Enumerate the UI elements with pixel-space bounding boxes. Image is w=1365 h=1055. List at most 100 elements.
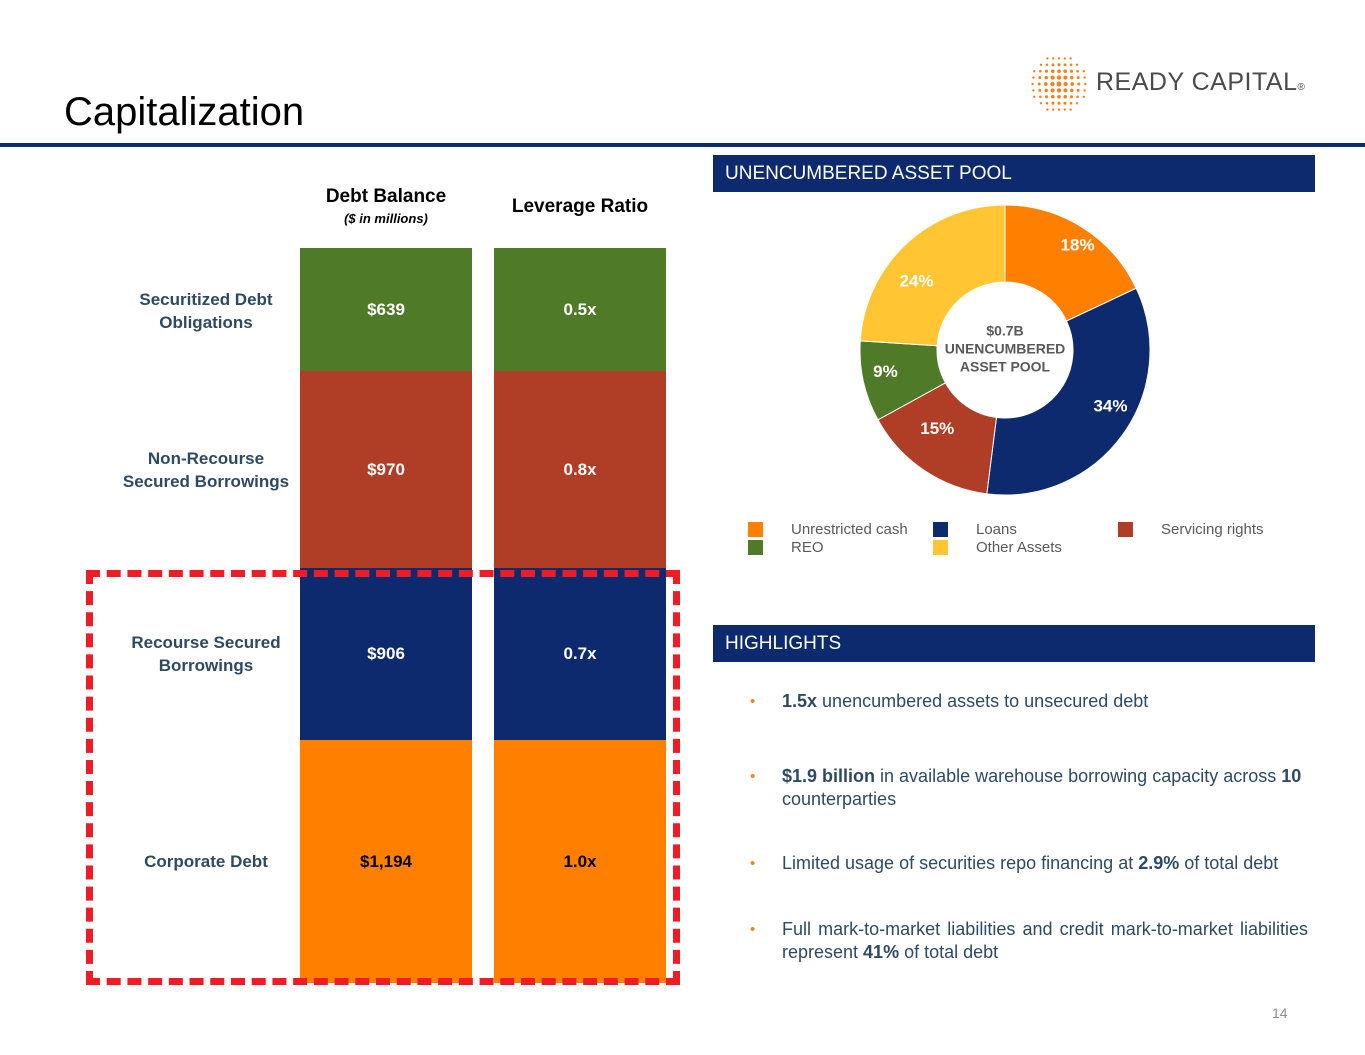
logo-dot bbox=[1063, 69, 1067, 73]
logo-dot bbox=[1045, 101, 1049, 105]
highlight-item: • $1.9 billion in available warehouse bo… bbox=[748, 765, 1308, 811]
bullet-icon: • bbox=[750, 921, 756, 938]
logo-dot bbox=[1051, 63, 1055, 67]
row-label-line: Obligations bbox=[159, 312, 253, 332]
legend-swatch bbox=[933, 521, 948, 537]
donut-slice-label: 15% bbox=[920, 419, 954, 438]
highlight-item: • Limited usage of securities repo finan… bbox=[748, 852, 1308, 875]
logo-dot bbox=[1076, 76, 1080, 80]
logo-dot bbox=[1075, 102, 1079, 105]
logo-dot bbox=[1046, 57, 1049, 60]
logo: READY CAPITAL® bbox=[1028, 54, 1318, 114]
logo-dot bbox=[1045, 69, 1049, 73]
logo-dot bbox=[1038, 88, 1042, 92]
logo-dot bbox=[1069, 95, 1073, 99]
logo-dot bbox=[1084, 82, 1087, 86]
logo-dot bbox=[1076, 88, 1080, 92]
logo-dot bbox=[1046, 108, 1049, 111]
donut-slice-label: 18% bbox=[1061, 236, 1095, 255]
logo-dot bbox=[1057, 63, 1061, 67]
logo-dot bbox=[1032, 76, 1035, 79]
legend-item-loans: Loans bbox=[933, 520, 1017, 538]
logo-dot bbox=[1063, 57, 1066, 60]
debt-bar-corporate-debt: $1,194 bbox=[300, 740, 472, 983]
highlight-bold: 41% bbox=[863, 942, 900, 962]
page-number: 14 bbox=[1272, 1005, 1288, 1021]
leverage-bar-non-recourse-secured-borrowings: 0.8x bbox=[494, 371, 666, 568]
logo-dot bbox=[1070, 88, 1074, 93]
leverage-ratio-header: Leverage Ratio bbox=[494, 196, 666, 218]
donut-center-label: $0.7B bbox=[986, 323, 1023, 339]
bullet-icon: • bbox=[750, 855, 756, 872]
unencumbered-panel-header: UNENCUMBERED ASSET POOL bbox=[713, 155, 1315, 192]
legend-item-reo: REO bbox=[748, 538, 824, 556]
bullet-icon: • bbox=[750, 768, 756, 785]
legend-item-servicing-rights: Servicing rights bbox=[1118, 520, 1264, 538]
logo-registered: ® bbox=[1297, 82, 1306, 93]
debt-bar-securitized-debt-obligations: $639 bbox=[300, 248, 472, 371]
highlight-item: • Full mark-to-market liabilities and cr… bbox=[748, 918, 1308, 964]
logo-dot bbox=[1056, 81, 1062, 87]
debt-balance-title: Debt Balance bbox=[325, 186, 447, 207]
donut-slice-label: 24% bbox=[899, 272, 933, 291]
logo-dot bbox=[1039, 102, 1043, 105]
logo-dot bbox=[1057, 108, 1061, 111]
logo-dot bbox=[1045, 95, 1049, 99]
legend-label: Servicing rights bbox=[1161, 520, 1264, 538]
legend-label: Loans bbox=[976, 520, 1017, 538]
leverage-ratio-title: Leverage Ratio bbox=[511, 196, 649, 217]
logo-dot bbox=[1063, 95, 1067, 99]
legend-swatch bbox=[748, 539, 763, 555]
logo-dot bbox=[1051, 95, 1055, 99]
logo-dot bbox=[1037, 82, 1041, 86]
donut-center-label: UNENCUMBERED bbox=[945, 341, 1066, 357]
title-rule bbox=[0, 143, 1365, 147]
logo-dot bbox=[1045, 63, 1049, 67]
donut-slice-label: 9% bbox=[873, 362, 898, 381]
row-label-securitized-debt-obligations: Securitized Debt Obligations bbox=[100, 288, 312, 334]
logo-dot bbox=[1039, 69, 1042, 73]
debt-balance-subtitle: ($ in millions) bbox=[344, 211, 428, 226]
logo-dot bbox=[1050, 88, 1055, 93]
logo-dot bbox=[1076, 95, 1079, 99]
logo-dot bbox=[1063, 108, 1066, 111]
logo-dot bbox=[1050, 75, 1055, 80]
row-label-line: Recourse Secured bbox=[131, 633, 281, 652]
logo-dot bbox=[1044, 88, 1048, 93]
logo-dot bbox=[1083, 76, 1086, 79]
logo-dot bbox=[1057, 94, 1061, 99]
row-label-line: Borrowings bbox=[158, 656, 254, 675]
legend-label: REO bbox=[791, 538, 824, 556]
debt-bar-recourse-secured-borrowings: $906 bbox=[300, 568, 472, 740]
logo-dot bbox=[1033, 95, 1036, 98]
bullet-icon: • bbox=[750, 693, 756, 710]
logo-dot bbox=[1082, 95, 1085, 98]
row-label-line: Securitized Debt bbox=[139, 289, 273, 309]
logo-dot bbox=[1038, 76, 1042, 80]
logo-dot bbox=[1032, 89, 1035, 92]
donut-slice-other-assets bbox=[859, 204, 1006, 347]
logo-dot bbox=[1063, 101, 1067, 105]
highlight-text: of total debt bbox=[1179, 853, 1279, 873]
highlight-text: Full mark-to-market liabilities and cred… bbox=[782, 919, 1308, 962]
row-label-line: Non-Recourse bbox=[147, 448, 265, 468]
logo-dot bbox=[1069, 101, 1073, 105]
donut-slice-label: 34% bbox=[1093, 396, 1127, 415]
legend-label: Unrestricted cash bbox=[791, 520, 908, 538]
highlight-bold: 2.9% bbox=[1138, 853, 1180, 873]
logo-dot bbox=[1057, 101, 1061, 105]
legend-item-other-assets: Other Assets bbox=[933, 538, 1062, 556]
logo-dot bbox=[1031, 82, 1034, 86]
row-label-non-recourse-secured-borrowings: Non-Recourse Secured Borrowings bbox=[100, 447, 312, 493]
logo-dot bbox=[1057, 69, 1061, 74]
legend-swatch bbox=[748, 521, 763, 537]
legend-swatch bbox=[1118, 521, 1133, 537]
logo-dot bbox=[1063, 63, 1067, 67]
logo-dot bbox=[1056, 88, 1062, 93]
row-label-line: Corporate Debt bbox=[144, 852, 268, 871]
donut-slice-unrestricted-cash bbox=[1004, 204, 1137, 322]
logo-dot bbox=[1070, 82, 1075, 86]
logo-dot bbox=[1069, 57, 1072, 60]
highlight-text: of total debt bbox=[899, 942, 999, 962]
donut-center-label: ASSET POOL bbox=[960, 359, 1051, 375]
